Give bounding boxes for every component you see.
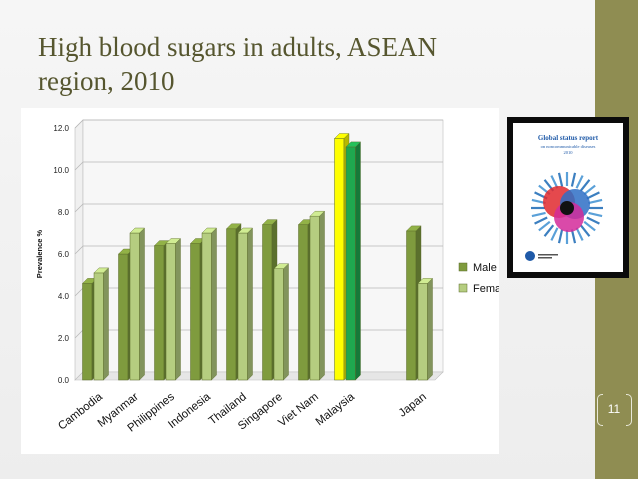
y-tick-label: 6.0 (58, 250, 70, 259)
cover-ray (586, 216, 600, 225)
cover-ray (588, 198, 603, 205)
report-cover-image: Global status report on noncommunicable … (507, 117, 629, 278)
bar-male (334, 138, 345, 381)
bar-female (273, 268, 284, 381)
bar-female (129, 232, 140, 381)
page-number-bracket-right (626, 394, 632, 426)
bar-male-top (406, 225, 422, 232)
bar-female (201, 232, 212, 381)
cover-ray (557, 172, 564, 187)
cover-ray (557, 229, 564, 244)
cover-subtitle: on noncommunicable diseases 2010 (513, 144, 623, 156)
bar-female-side (175, 238, 181, 381)
bar-female (417, 283, 428, 381)
gridline (74, 203, 443, 213)
bar-female-top (309, 210, 325, 217)
bar-male (406, 230, 417, 381)
bar-male (298, 224, 309, 381)
cover-ray (570, 172, 577, 187)
bar-female-top (129, 227, 145, 234)
bar-female (309, 215, 320, 381)
y-tick-label: 0.0 (58, 376, 70, 385)
bar-female-top (273, 263, 289, 269)
bar-female (93, 272, 104, 381)
bar-male-top (226, 223, 242, 230)
bar-female (165, 243, 176, 381)
bar-male (82, 283, 93, 381)
cover-ray (543, 224, 555, 237)
y-tick-label: 8.0 (58, 208, 70, 217)
cover-ray (586, 191, 600, 200)
bar-male-top (334, 133, 350, 139)
x-tick-label: Viet Nam (276, 391, 320, 429)
bar-female-side (139, 227, 145, 381)
bar-female-side (247, 227, 253, 381)
legend-swatch (458, 283, 468, 293)
gridline (74, 161, 443, 171)
bar-male (262, 224, 273, 381)
slide-title: High blood sugars in adults, ASEAN regio… (38, 32, 438, 96)
cover-subtitle-text: on noncommunicable diseases (540, 144, 596, 149)
cover-ray (588, 211, 603, 218)
bar-female-top (345, 141, 361, 148)
bar-female-top (201, 227, 217, 234)
cover-rays (531, 172, 603, 244)
cover-year: 2010 (563, 150, 573, 155)
bar-female-side (355, 141, 361, 381)
y-tick-label: 4.0 (58, 292, 70, 301)
cover-ray (550, 175, 559, 189)
bar-female-side (427, 277, 433, 381)
bar-female-top (93, 267, 109, 274)
legend-label: Male (473, 262, 497, 274)
x-tick-label: Japan (397, 391, 429, 420)
cover-ray (550, 227, 559, 241)
cover-ray (538, 220, 551, 232)
cover-ray (575, 227, 584, 241)
bar-female-side (283, 263, 289, 381)
bar-female-top (165, 238, 181, 244)
y-tick-label: 10.0 (53, 166, 69, 175)
y-tick-label: 2.0 (58, 334, 70, 343)
x-tick-label: Cambodia (56, 391, 105, 433)
bar-female (237, 232, 248, 381)
cover-graphic (525, 172, 603, 261)
cover-ray (534, 216, 548, 225)
bar-female-side (103, 267, 109, 381)
page-number: 11 (607, 402, 621, 416)
y-tick-label: 12.0 (53, 124, 69, 133)
cover-ray (570, 229, 577, 244)
y-axis-title: Prevalence % (35, 229, 44, 278)
bar-female-top (417, 278, 433, 284)
cover-ray (531, 211, 546, 218)
cover-ray (579, 224, 591, 237)
bar-female-top (237, 227, 253, 234)
bar-female-side (211, 227, 217, 381)
bar-male-top (262, 219, 278, 225)
cover-ray (583, 184, 596, 196)
bar-male (154, 245, 165, 381)
page-number-bracket-left (597, 394, 603, 426)
cover-ray (583, 220, 596, 232)
bar-male (190, 243, 201, 381)
cover-title: Global status report (537, 134, 599, 142)
chart-area: 0.0 2.0 4.0 6.0 8.0 10.0 12.0 Prevalence % Cambo… (21, 108, 499, 454)
bar-female (345, 146, 356, 381)
cover-ray (579, 179, 591, 192)
bar-male (226, 228, 237, 381)
cover-ray (575, 175, 584, 189)
bar-male (118, 253, 129, 381)
legend-swatch (458, 262, 468, 272)
legend-label: Female (473, 283, 499, 295)
x-tick-label: Malaysia (314, 391, 358, 429)
who-logo-icon (525, 251, 535, 261)
gridline (74, 119, 443, 129)
bar-chart: 0.0 2.0 4.0 6.0 8.0 10.0 12.0 Prevalence % Cambo… (35, 119, 499, 435)
bar-female-side (319, 210, 325, 381)
